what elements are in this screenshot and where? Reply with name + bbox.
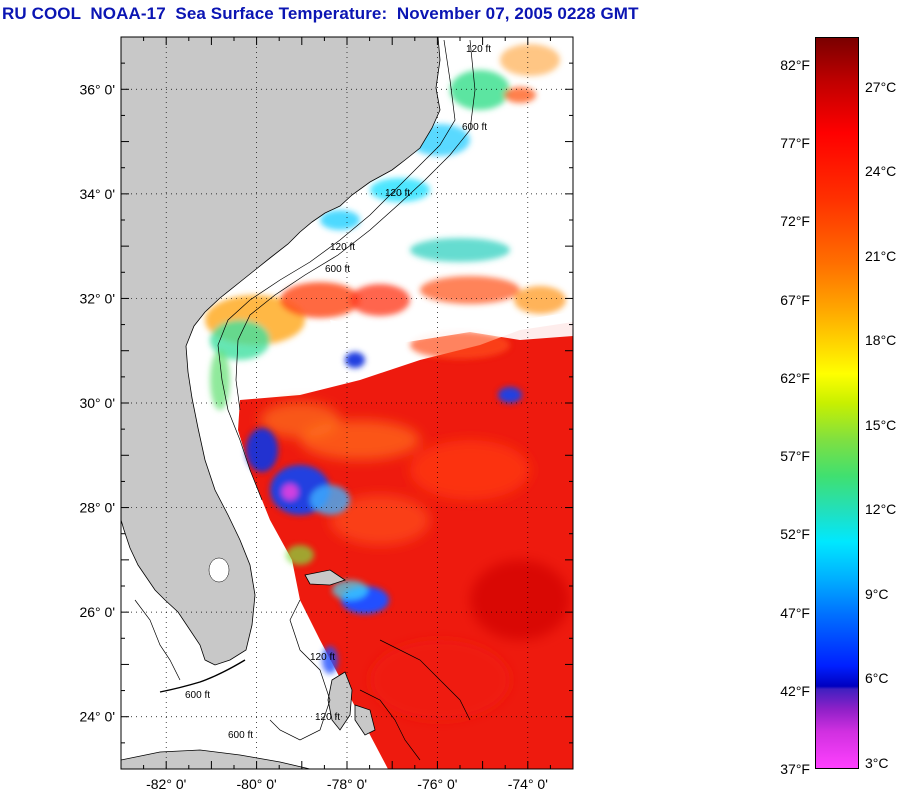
florida-keys bbox=[159, 659, 246, 693]
colorbar-f-label: 82°F bbox=[780, 57, 810, 73]
svg-text:120 ft: 120 ft bbox=[315, 712, 340, 723]
colorbar-c-label: 3°C bbox=[865, 754, 889, 771]
colorbar-f-label: 57°F bbox=[780, 448, 810, 465]
colorbar-c-label: 15°C bbox=[865, 416, 897, 433]
isobath-contours bbox=[134, 39, 476, 761]
lon-label: -80° 0' bbox=[237, 776, 277, 792]
cloud-cover bbox=[330, 312, 573, 346]
lon-label: -78° 0' bbox=[327, 776, 367, 792]
colorbar-c-label: 18°C bbox=[865, 332, 897, 349]
axis-ticks bbox=[120, 36, 574, 770]
lon-label: -76° 0' bbox=[417, 776, 457, 792]
svg-text:120 ft: 120 ft bbox=[385, 188, 410, 199]
lat-label: 26° 0' bbox=[79, 604, 115, 620]
lat-label: 32° 0' bbox=[79, 290, 115, 306]
colorbar bbox=[815, 37, 859, 769]
sst-northern-patches bbox=[205, 44, 566, 410]
lat-label: 28° 0' bbox=[79, 500, 115, 516]
lon-label: -74° 0' bbox=[508, 776, 548, 792]
colorbar-f-label: 52°F bbox=[780, 526, 810, 543]
colorbar-c-label: 6°C bbox=[865, 670, 889, 687]
colorbar-f-label: 67°F bbox=[780, 291, 810, 308]
svg-text:600 ft: 600 ft bbox=[228, 730, 253, 741]
land-mainland bbox=[121, 37, 441, 666]
lat-label: 34° 0' bbox=[79, 186, 115, 202]
svg-text:600 ft: 600 ft bbox=[462, 122, 487, 133]
svg-text:120 ft: 120 ft bbox=[466, 44, 491, 55]
colorbar-f-label: 62°F bbox=[780, 369, 810, 386]
longitude-labels: -82° 0' -80° 0' -78° 0' -76° 0' -74° 0' bbox=[146, 776, 548, 792]
isobath-labels: 120 ft 120 ft 120 ft 600 ft 600 ft 120 f… bbox=[185, 44, 491, 741]
svg-text:120 ft: 120 ft bbox=[330, 242, 355, 253]
colorbar-f-label: 47°F bbox=[780, 604, 810, 621]
colorbar-f-label: 37°F bbox=[780, 761, 810, 777]
land-cuba bbox=[121, 749, 311, 769]
svg-text:600 ft: 600 ft bbox=[325, 264, 350, 275]
map-title: RU COOL NOAA-17 Sea Surface Temperature:… bbox=[2, 4, 639, 23]
colorbar-c-label: 12°C bbox=[865, 501, 897, 518]
colorbar-f-label: 72°F bbox=[780, 213, 810, 230]
lat-label: 24° 0' bbox=[79, 709, 115, 725]
colorbar-f-label: 42°F bbox=[780, 682, 810, 699]
colorbar-c-label: 24°C bbox=[865, 163, 897, 180]
sst-cold-water bbox=[246, 352, 522, 674]
svg-text:600 ft: 600 ft bbox=[185, 690, 210, 701]
land-bahamas-2 bbox=[304, 569, 346, 586]
colorbar-f-label: 77°F bbox=[780, 135, 810, 152]
lake-okeechobee bbox=[208, 557, 230, 583]
svg-text:120 ft: 120 ft bbox=[310, 652, 335, 663]
sst-texture bbox=[260, 402, 570, 720]
colorbar-c-label: 9°C bbox=[865, 585, 889, 602]
colorbar-c-label: 21°C bbox=[865, 247, 897, 264]
land-bahamas-3 bbox=[354, 704, 376, 736]
lat-label: 30° 0' bbox=[79, 395, 115, 411]
lat-label: 36° 0' bbox=[79, 81, 115, 97]
lon-label: -82° 0' bbox=[146, 776, 186, 792]
colorbar-c-label: 27°C bbox=[865, 78, 897, 95]
latitude-labels: 36° 0' 34° 0' 32° 0' 30° 0' 28° 0' 26° 0' 24° … bbox=[79, 81, 115, 724]
gridlines bbox=[121, 37, 573, 769]
